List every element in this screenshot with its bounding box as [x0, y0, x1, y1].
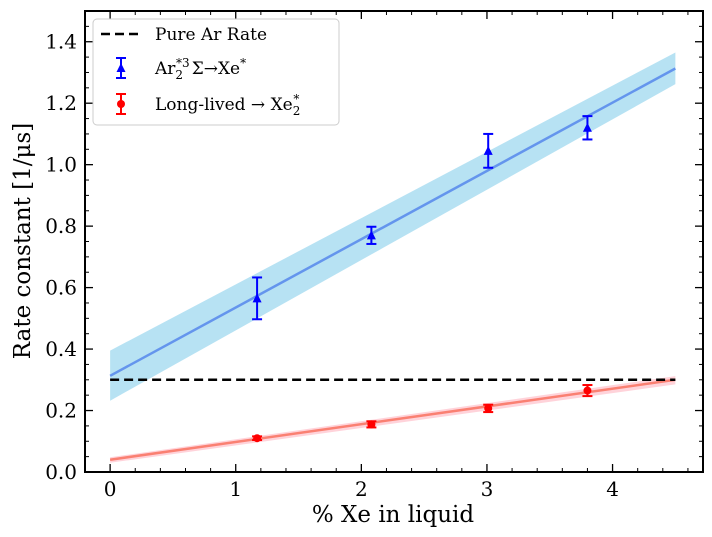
legend-box — [92, 18, 340, 126]
y-tick-label-7: 1.4 — [45, 30, 77, 54]
data-point-0-1 — [366, 225, 377, 245]
x-tick-label-0: 0 — [104, 477, 117, 501]
x-tick-label-4: 4 — [606, 477, 619, 501]
marker-1-0 — [253, 434, 262, 443]
legend-label-part-1-2: * — [293, 92, 299, 106]
y-tick-label-0: 0.0 — [45, 460, 77, 484]
marker-0-3 — [582, 122, 592, 132]
fit-line-0 — [109, 67, 676, 377]
data-point-1-0 — [252, 434, 263, 443]
x-tick-label-3: 3 — [481, 477, 494, 501]
legend-swatch-marker-0 — [116, 63, 126, 72]
marker-1-3 — [583, 386, 592, 395]
data-point-1-3 — [582, 384, 593, 398]
marker-0-2 — [483, 145, 493, 155]
x-tick-label-2: 2 — [355, 477, 368, 501]
legend-label-0: Ar2*3 Σ→Xe* — [154, 56, 246, 82]
legend-swatch-marker-1 — [117, 100, 125, 108]
plot-area — [109, 52, 676, 463]
y-tick-label-5: 1.0 — [45, 153, 77, 177]
marker-0-0 — [252, 293, 262, 303]
marker-1-1 — [367, 420, 376, 429]
legend-pure-ar-label: Pure Ar Rate — [155, 25, 267, 45]
data-point-1-1 — [366, 420, 377, 429]
axes: 0 1 2 3 4 0.0 0.2 0.4 0.6 0.8 1.0 1.2 1.4 — [45, 10, 704, 501]
data-point-0-3 — [582, 115, 593, 141]
y-tick-label-3: 0.6 — [45, 276, 77, 300]
legend-label-part-1-1: 2 — [293, 104, 301, 118]
data-point-0-0 — [252, 276, 263, 321]
y-tick-label-1: 0.2 — [45, 399, 77, 423]
data-point-1-2 — [483, 403, 494, 414]
legend-label-part-0-2: *3 — [176, 56, 190, 70]
legend-label-part-0-3: Σ→Xe — [192, 59, 240, 79]
marker-0-1 — [366, 230, 376, 240]
legend-label-part-1-0: Long-lived → Xe — [155, 95, 293, 115]
fit-line-1 — [109, 378, 676, 461]
legend-label-part-0-4: * — [240, 56, 246, 70]
y-tick-label-4: 0.8 — [45, 214, 77, 238]
y-axis-label: Rate constant [1/μs] — [10, 123, 36, 359]
legend-label-1: Long-lived → Xe2* — [155, 92, 300, 118]
legend-label-part-0-1: 2 — [175, 68, 183, 82]
legend-label-part-0-0: Ar — [154, 59, 176, 79]
legend-entry-1: Long-lived → Xe2* — [116, 92, 300, 118]
x-axis-label: % Xe in liquid — [312, 502, 475, 528]
fit-band-0 — [110, 52, 676, 401]
y-tick-label-6: 1.2 — [45, 91, 77, 115]
x-tick-label-1: 1 — [229, 477, 242, 501]
y-tick-label-2: 0.4 — [45, 337, 77, 361]
marker-1-2 — [484, 404, 493, 413]
legend-entry-0: Ar2*3 Σ→Xe* — [116, 56, 246, 82]
data-point-0-2 — [483, 132, 494, 169]
